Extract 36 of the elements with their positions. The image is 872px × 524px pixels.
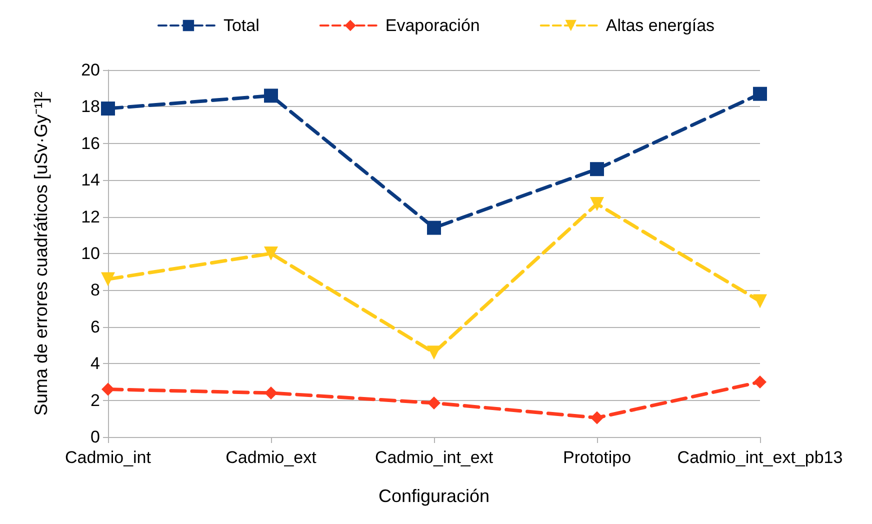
- point: [102, 382, 114, 396]
- point: [264, 88, 278, 103]
- point: [753, 294, 767, 308]
- point: [753, 86, 767, 101]
- point: [427, 346, 441, 360]
- x-tick-label: Prototipo: [562, 448, 632, 467]
- x-tick-label: Cadmio_int: [65, 448, 152, 467]
- point: [754, 375, 766, 388]
- legend-label: Evaporación: [385, 16, 480, 35]
- y-axis-title: Suma de errores cuadráticos [uSv·Gy⁻¹]²: [31, 91, 51, 416]
- y-tick-label: 0: [90, 428, 100, 446]
- point: [101, 272, 115, 286]
- x-tick-label: Cadmio_int_ext_pb13: [677, 448, 843, 467]
- x-axis-title: Configuración: [378, 486, 490, 506]
- y-tick-label: 4: [90, 354, 100, 374]
- y-tick-label: 8: [90, 280, 100, 300]
- legend-label: Total: [223, 16, 260, 35]
- y-tick-label: 18: [81, 97, 100, 116]
- point: [427, 220, 441, 235]
- y-tick-label: 20: [81, 60, 100, 80]
- point: [264, 386, 278, 400]
- y-tick-label: 14: [81, 170, 100, 190]
- legend-label: Altas energías: [606, 16, 715, 35]
- y-tick-label: 2: [90, 390, 100, 410]
- point: [428, 396, 440, 410]
- point: [590, 411, 604, 424]
- point: [590, 162, 604, 176]
- point: [590, 196, 604, 211]
- y-tick-label: 12: [81, 207, 100, 226]
- point: [264, 246, 278, 260]
- point: [101, 102, 115, 116]
- y-tick-label: 6: [90, 317, 100, 336]
- x-tick-label: Cadmio_ext: [226, 448, 317, 467]
- x-tick-label: Cadmio_int_ext: [374, 448, 494, 467]
- y-tick-label: 16: [81, 134, 100, 153]
- y-tick-label: 10: [81, 244, 100, 263]
